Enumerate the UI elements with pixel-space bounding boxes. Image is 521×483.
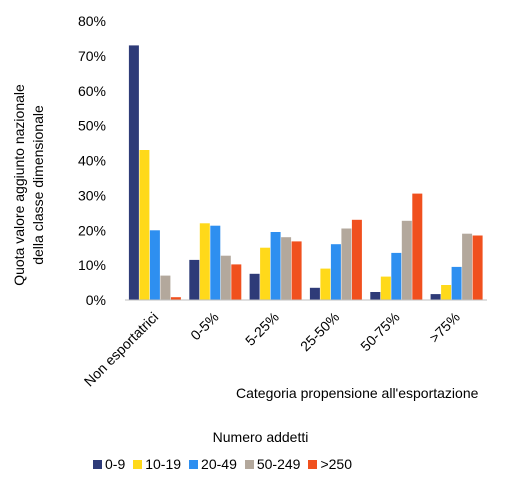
y-tick-label: 50% <box>78 118 106 134</box>
bar <box>149 230 160 301</box>
bar <box>210 225 221 300</box>
x-tick-label: >75% <box>426 309 463 346</box>
legend-item: 10-19 <box>133 456 181 472</box>
bar <box>472 235 483 300</box>
y-tick-label: 10% <box>78 257 106 273</box>
legend-swatch <box>133 459 143 469</box>
y-axis-title-line1: Quota valore aggiunto nazionale <box>11 84 27 286</box>
bar <box>291 241 302 300</box>
bar <box>451 266 462 300</box>
y-tick-label: 60% <box>78 83 106 99</box>
bar <box>351 219 362 300</box>
bar <box>462 233 473 300</box>
legend-item: 0-9 <box>93 456 125 472</box>
legend-item: 50-249 <box>244 456 301 472</box>
legend-label: 0-9 <box>105 456 126 472</box>
x-tick-label: Non esportatrici <box>81 309 162 390</box>
x-tick-label: 25-50% <box>297 309 342 354</box>
y-tick-label: 30% <box>78 187 106 203</box>
bar <box>412 193 423 300</box>
legend-label: 20-49 <box>201 456 237 472</box>
legend-swatch <box>244 459 254 469</box>
bar <box>199 223 210 300</box>
legend-item: 20-49 <box>189 456 237 472</box>
bar <box>270 232 281 300</box>
legend-label: 50-249 <box>256 456 301 472</box>
bar <box>160 275 171 300</box>
bars <box>128 45 483 301</box>
y-tick-label: 0% <box>86 292 106 308</box>
bar <box>380 276 391 300</box>
bar <box>341 228 352 300</box>
x-tick-label: 0-5% <box>187 309 221 343</box>
bar <box>220 255 231 300</box>
legend-swatch <box>93 459 102 469</box>
y-tick-label: 40% <box>78 153 106 169</box>
y-tick-label: 20% <box>78 222 106 238</box>
x-axis-title: Categoria propensione all'esportazione <box>236 385 479 401</box>
x-tick-label: 5-25% <box>242 309 282 349</box>
bar <box>260 247 271 300</box>
bar <box>281 237 292 300</box>
x-tick-label: 50-75% <box>357 309 402 354</box>
y-axis-title-line2: della classe dimensionale <box>30 105 46 265</box>
bar <box>139 150 150 300</box>
legend-label: >250 <box>320 456 352 472</box>
legend-swatch <box>308 459 318 469</box>
bar <box>391 252 402 300</box>
legend-item: >250 <box>308 456 352 472</box>
legend-title: Numero addetti <box>212 429 309 445</box>
y-tick-label: 80% <box>78 13 106 29</box>
y-tick-labels: 0% 10% 20% 30% 40% 50% 60% 70% 80% <box>78 13 106 308</box>
bar <box>309 287 320 300</box>
bar <box>231 264 242 300</box>
legend-label: 10-19 <box>145 456 182 472</box>
legend-swatch <box>189 459 199 469</box>
y-tick-label: 70% <box>78 48 106 64</box>
bar <box>249 273 260 300</box>
bar <box>441 285 452 300</box>
bar <box>170 297 181 300</box>
bar <box>189 259 200 300</box>
bar <box>330 244 341 300</box>
x-tick-labels: Non esportatrici 0-5% 5-25% 25-50% 50-75% >75… <box>81 309 463 390</box>
bar <box>370 292 381 300</box>
legend: 0-9 10-19 20-49 50-249 >250 <box>93 456 360 472</box>
bar <box>320 268 331 300</box>
bar <box>128 45 139 301</box>
bar <box>430 294 441 300</box>
bar <box>401 220 412 300</box>
